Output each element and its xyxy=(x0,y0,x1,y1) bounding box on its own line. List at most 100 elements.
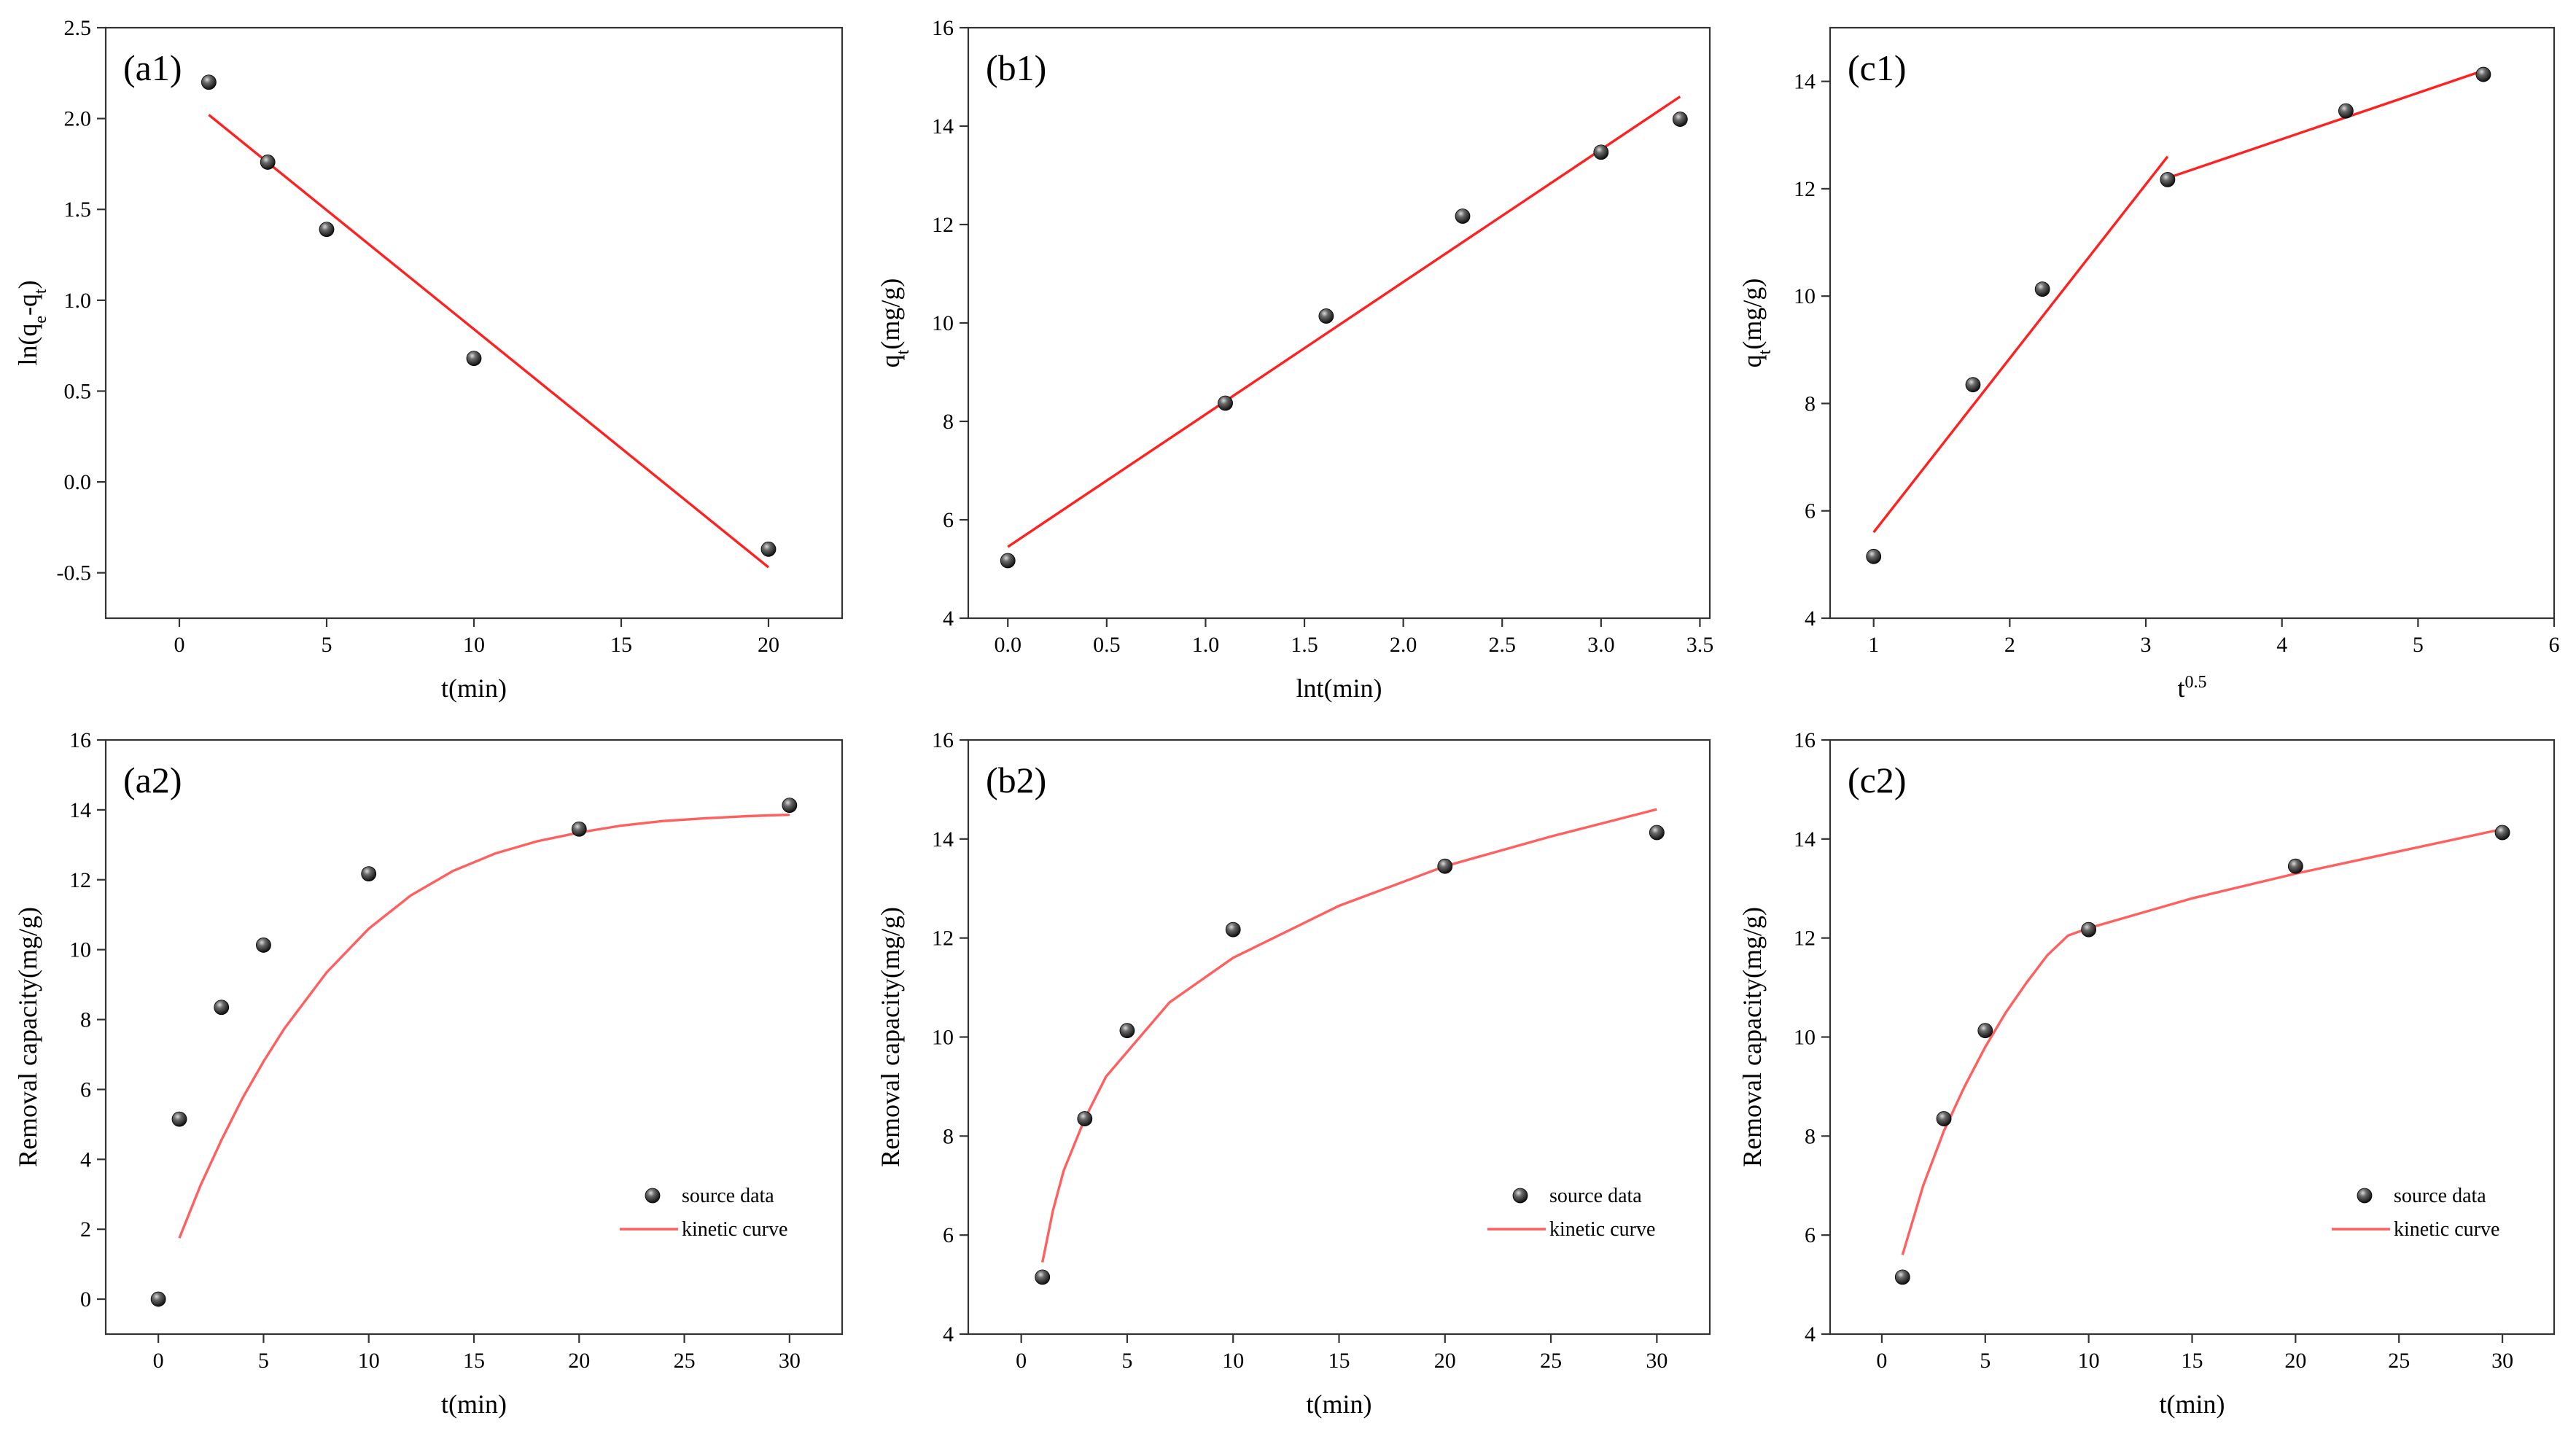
data-point xyxy=(1035,1269,1051,1285)
x-tick-label: 15 xyxy=(2182,1349,2203,1373)
data-point xyxy=(2160,171,2176,187)
y-tick-label: 0.5 xyxy=(64,379,92,403)
y-tick-label: 10 xyxy=(1794,1026,1816,1050)
x-tick-label: 4 xyxy=(2276,633,2287,657)
y-tick-label: 4 xyxy=(1805,607,1816,631)
legend-marker-source-data xyxy=(2357,1188,2373,1204)
x-tick-label: 20 xyxy=(2284,1349,2306,1373)
x-tick-label: 0 xyxy=(1876,1349,1887,1373)
panel-label: (a2) xyxy=(123,760,182,800)
x-tick-label: 3 xyxy=(2141,633,2152,657)
data-point xyxy=(1649,825,1665,841)
y-tick-label: 8 xyxy=(943,410,954,434)
y-tick-label: 2.0 xyxy=(64,107,92,131)
y-tick-label: 10 xyxy=(932,1026,954,1050)
chart-a1: 0 5 10 15 20 -0.5 0.0 0.5 1.0 1.5 2.0 2.5 t(min) ln(q… xyxy=(13,16,844,703)
plot-frame xyxy=(967,738,1711,1336)
x-tick-label: 10 xyxy=(358,1349,380,1373)
y-tick-label: 14 xyxy=(932,114,954,139)
x-tick-label: 25 xyxy=(2388,1349,2410,1373)
data-point xyxy=(1000,553,1016,569)
data-point xyxy=(150,1291,166,1307)
data-point xyxy=(1437,858,1453,874)
y-tick-label: 8 xyxy=(943,1124,954,1148)
plot-frame xyxy=(967,26,1711,620)
x-axis-title: t(min) xyxy=(441,674,507,703)
y-tick-label: 4 xyxy=(943,607,954,631)
x-axis-title: t(min) xyxy=(1307,1390,1372,1419)
data-point xyxy=(571,821,587,837)
data-point xyxy=(260,155,276,170)
y-tick-label: 12 xyxy=(69,868,91,892)
x-tick-label: 2 xyxy=(2004,633,2015,657)
x-tick-label: 25 xyxy=(1540,1349,1562,1373)
kinetic-curve xyxy=(1041,808,1657,1263)
y-axis-title: Removal capacity(mg/g) xyxy=(13,907,42,1167)
y-tick-label: 16 xyxy=(932,16,954,40)
data-point xyxy=(2034,281,2050,297)
data-point xyxy=(256,938,271,953)
x-tick-label: 1.0 xyxy=(1192,633,1220,657)
x-axis-title: lnt(min) xyxy=(1296,674,1382,703)
y-tick-label: 12 xyxy=(932,213,954,237)
data-point xyxy=(201,74,217,90)
x-tick-label: 10 xyxy=(2078,1349,2100,1373)
x-tick-label: 6 xyxy=(2549,633,2560,657)
x-tick-label: 2.5 xyxy=(1488,633,1516,657)
data-point xyxy=(2338,103,2354,119)
y-tick-label: 4 xyxy=(1805,1322,1816,1346)
fit-line xyxy=(1872,155,2169,534)
x-tick-label: 0 xyxy=(153,1349,164,1373)
y-tick-label: 12 xyxy=(1794,177,1816,201)
x-tick-label: 25 xyxy=(674,1349,696,1373)
y-tick-label: 8 xyxy=(1805,1124,1816,1148)
legend-label-source-data: source data xyxy=(2394,1185,2486,1207)
x-tick-label: 3.0 xyxy=(1587,633,1615,657)
x-axis-title-superscript: 0.5 xyxy=(2185,673,2207,692)
data-point xyxy=(1593,144,1609,160)
y-tick-label: 6 xyxy=(943,1223,954,1247)
x-axis-title: t(min) xyxy=(2160,1390,2225,1419)
y-tick-label: 0 xyxy=(80,1287,91,1312)
x-tick-label: 5 xyxy=(1980,1349,1991,1373)
y-tick-label: 6 xyxy=(943,508,954,532)
data-point xyxy=(1218,395,1233,411)
y-tick-label: 0.0 xyxy=(64,470,92,494)
y-axis-title: qt(mg/g) xyxy=(1738,278,1775,368)
y-tick-label: 10 xyxy=(1794,284,1816,308)
x-axis-title: t(min) xyxy=(441,1390,507,1419)
x-tick-label: 0.5 xyxy=(1093,633,1121,657)
fit-line xyxy=(1007,96,1681,548)
y-tick-label: -0.5 xyxy=(57,561,92,585)
y-tick-label: 8 xyxy=(1805,391,1816,416)
data-point xyxy=(466,351,482,367)
panel-label: (b2) xyxy=(986,760,1046,800)
data-point xyxy=(2081,921,2097,938)
plot-frame xyxy=(1829,738,2556,1336)
plot-frame xyxy=(104,26,844,620)
y-tick-label: 16 xyxy=(1794,728,1816,752)
y-tick-label: 16 xyxy=(69,728,91,752)
x-tick-label: 0 xyxy=(1016,1349,1027,1373)
kinetic-curve xyxy=(178,813,790,1239)
x-tick-label: 30 xyxy=(1646,1349,1668,1373)
y-tick-label: 14 xyxy=(1794,827,1816,851)
y-tick-label: 1.5 xyxy=(64,198,92,222)
y-axis-title: Removal capacity(mg/g) xyxy=(1738,907,1767,1167)
panel-label: (c1) xyxy=(1848,47,1907,88)
chart-a2: 0 5 10 15 20 25 30 0 2 4 6 8 10 12 14 16 t(min) Removal c… xyxy=(13,728,844,1419)
data-point xyxy=(1119,1023,1135,1039)
x-tick-label: 15 xyxy=(1328,1349,1350,1373)
x-tick-label: 10 xyxy=(1222,1349,1244,1373)
data-point xyxy=(2287,858,2303,874)
fit-line xyxy=(208,114,770,569)
legend-marker-source-data xyxy=(1512,1188,1528,1204)
x-tick-label: 5 xyxy=(258,1349,269,1373)
panel-label: (b1) xyxy=(986,47,1046,88)
x-tick-label: 20 xyxy=(1434,1349,1456,1373)
x-tick-label: 5 xyxy=(322,633,332,657)
y-axis-title: Removal capacity(mg/g) xyxy=(876,907,905,1167)
y-tick-label: 2 xyxy=(80,1217,91,1242)
